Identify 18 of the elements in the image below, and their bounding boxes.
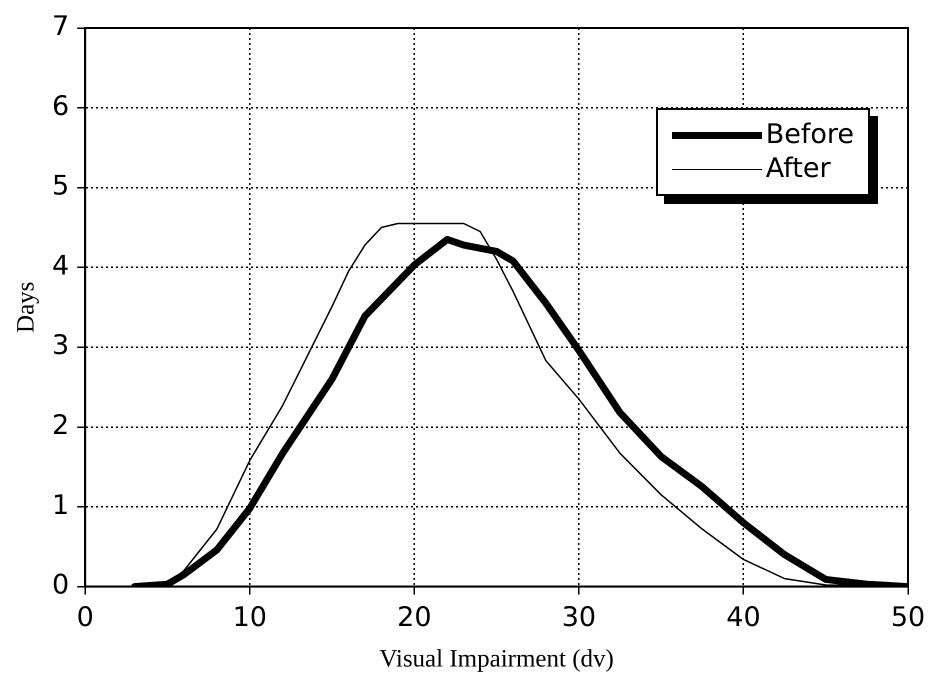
x-axis-title: Visual Impairment (dv)	[379, 646, 614, 673]
legend-label: Before	[766, 118, 854, 152]
y-tick-label: 7	[52, 11, 70, 42]
y-tick-label: 1	[52, 490, 70, 521]
x-tick-label: 10	[232, 602, 267, 633]
y-axis-title: Days	[12, 282, 40, 333]
x-tick-label: 50	[890, 602, 926, 633]
y-tick-label: 0	[52, 570, 70, 601]
y-tick-label: 2	[52, 410, 70, 442]
y-tick-label: 4	[52, 250, 70, 282]
x-tick-label: 0	[76, 602, 94, 633]
x-tick-label: 20	[397, 602, 432, 633]
x-tick-label: 40	[726, 602, 761, 633]
y-tick-label: 6	[52, 90, 70, 122]
y-tick-label: 3	[52, 330, 70, 362]
legend-label: After	[766, 152, 831, 186]
y-tick-label: 5	[52, 170, 70, 202]
x-tick-label: 30	[562, 602, 596, 633]
